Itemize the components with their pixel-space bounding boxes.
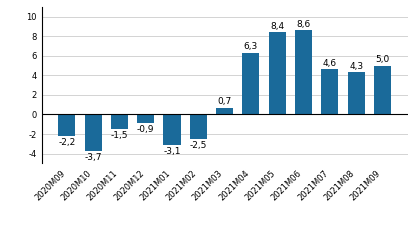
Bar [163,114,181,145]
Bar [243,53,260,114]
Text: -1,5: -1,5 [111,131,128,140]
Text: -3,1: -3,1 [163,147,181,156]
Text: -2,2: -2,2 [58,138,75,147]
Bar [321,69,339,114]
Text: 0,7: 0,7 [218,97,232,106]
Bar [374,66,391,114]
Text: 6,3: 6,3 [244,42,258,51]
Bar [216,108,233,114]
Text: -0,9: -0,9 [137,126,154,134]
Bar [348,72,365,114]
Text: 4,3: 4,3 [349,62,363,71]
Bar [137,114,154,123]
Bar [111,114,128,129]
Text: -3,7: -3,7 [84,153,102,162]
Text: 8,6: 8,6 [297,20,311,29]
Text: 8,4: 8,4 [270,22,284,30]
Bar [190,114,207,139]
Bar [58,114,75,136]
Bar [269,32,286,114]
Text: -2,5: -2,5 [190,141,207,150]
Bar [84,114,102,151]
Text: 5,0: 5,0 [375,55,390,64]
Bar [295,30,312,114]
Text: 4,6: 4,6 [323,59,337,68]
